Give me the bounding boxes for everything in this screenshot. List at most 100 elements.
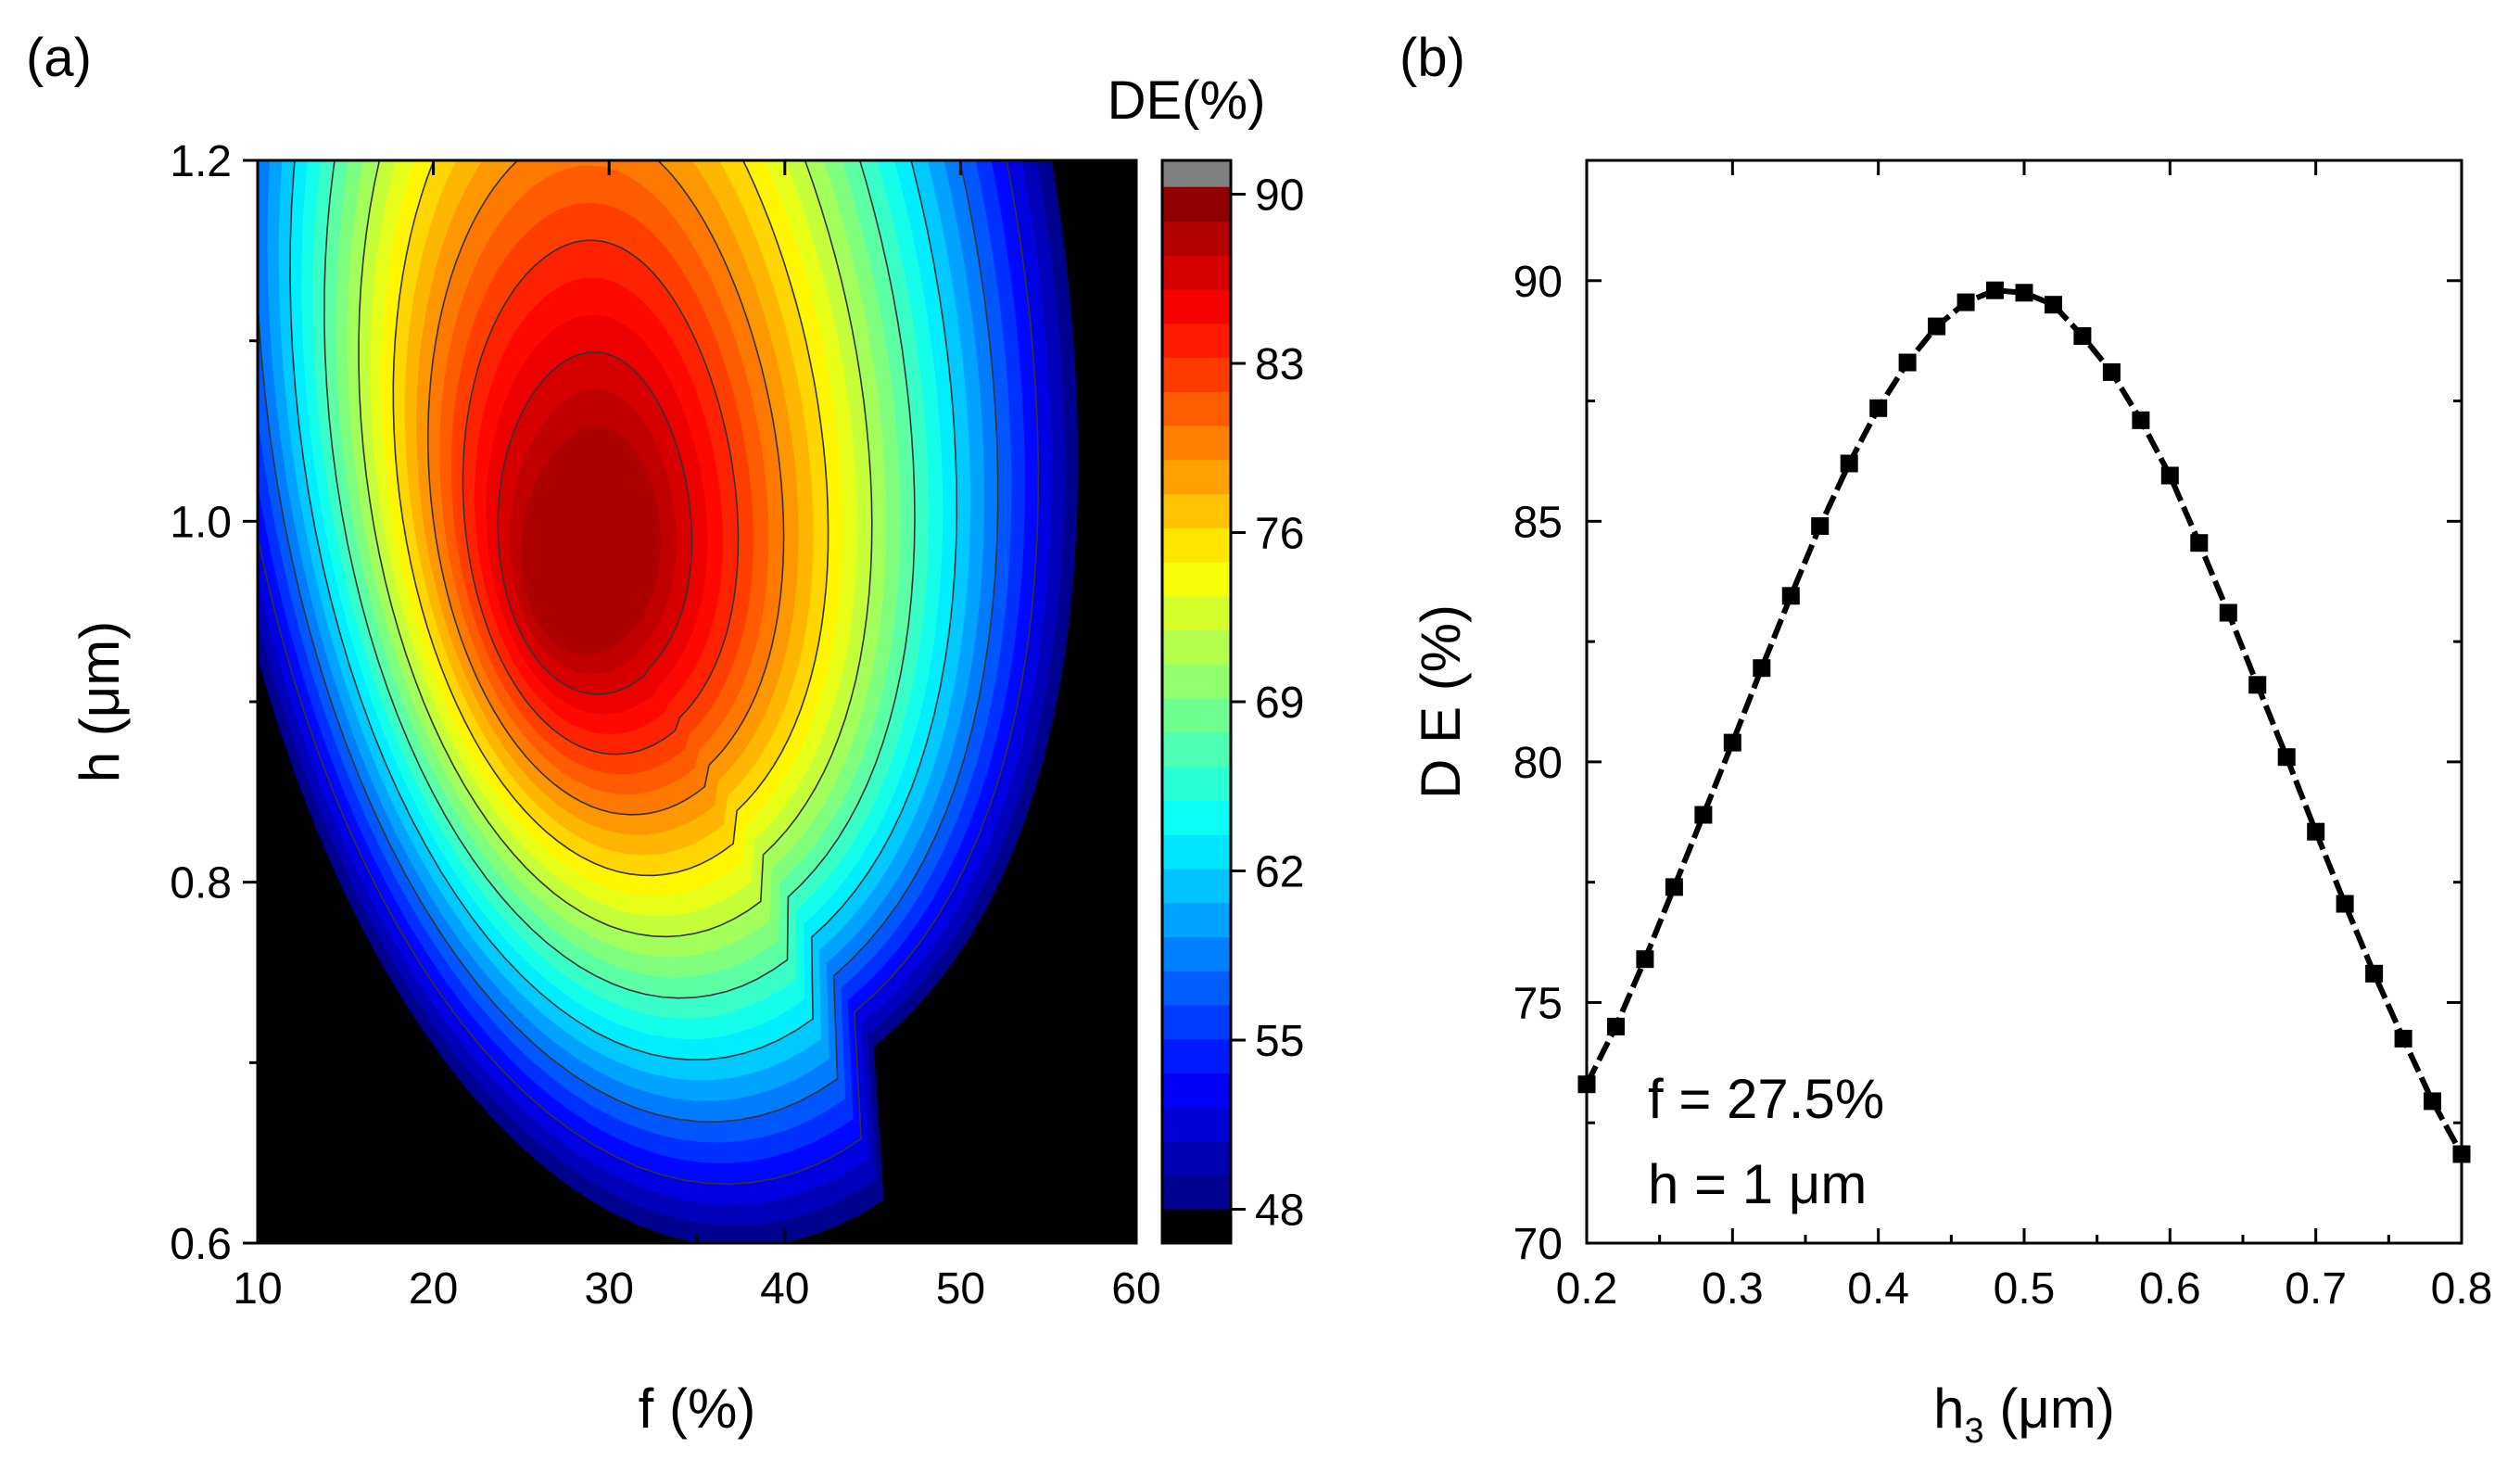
panel-a-label: (a) [26, 28, 92, 88]
colorbar-tick-label: 48 [1255, 1187, 1304, 1236]
data-point-marker [2045, 296, 2062, 314]
data-point-marker [2307, 822, 2325, 841]
a-x-tick-label: 40 [760, 1264, 809, 1314]
a-x-tick-label: 10 [233, 1264, 282, 1314]
colorbar-tick-label: 83 [1255, 340, 1304, 389]
colorbar-band [1162, 255, 1231, 290]
colorbar-band [1162, 766, 1231, 801]
colorbar-band [1162, 357, 1231, 392]
heatmap-level-30 [521, 425, 661, 655]
colorbar-band [1162, 1107, 1231, 1142]
colorbar-band [1162, 391, 1231, 426]
a-x-tick-label: 20 [409, 1264, 458, 1314]
colorbar-above-band [1162, 160, 1231, 188]
data-point-marker [2277, 748, 2296, 767]
data-point-marker [1607, 1017, 1625, 1035]
a-y-tick-label: 1.2 [170, 137, 232, 186]
data-point-marker [2190, 534, 2209, 552]
colorbar: DE(%) 48 55 62 69 76 83 90 [1108, 70, 1304, 1245]
data-point-marker [2248, 676, 2267, 694]
line-y-axis-label: D E (%) [1410, 604, 1472, 799]
data-point-marker [2452, 1145, 2471, 1163]
b-y-tick-label: 70 [1513, 1220, 1563, 1269]
b-x-tick-label: 0.2 [1556, 1264, 1618, 1314]
data-point-marker [2219, 603, 2237, 622]
line-plot-axes: 0.2 0.3 0.4 0.5 0.6 0.7 0.8 70 75 80 85 90 [1513, 160, 2493, 1314]
colorbar-tick-label: 62 [1255, 848, 1304, 897]
b-x-tick-label: 0.6 [2139, 1264, 2201, 1314]
b-y-tick-label: 75 [1513, 979, 1563, 1028]
heatmap-y-axis-label: h (μm) [69, 621, 131, 783]
colorbar-band [1162, 834, 1231, 870]
x-axis-label-unit: (μm) [1984, 1378, 2115, 1440]
a-y-tick-label: 1.0 [170, 498, 232, 547]
data-point-marker [2336, 895, 2354, 913]
b-x-tick-label: 0.3 [1702, 1264, 1764, 1314]
colorbar-tick-label: 69 [1255, 679, 1304, 728]
data-point-marker [1723, 733, 1741, 752]
colorbar-tick-label: 90 [1255, 171, 1304, 221]
data-point-marker [1577, 1075, 1596, 1094]
data-point-marker [2424, 1092, 2441, 1111]
data-point-marker [2132, 411, 2150, 429]
a-y-tick-label: 0.6 [170, 1220, 232, 1269]
x-axis-label-subscript: 3 [1965, 1412, 1984, 1451]
colorbar-band [1162, 698, 1231, 733]
series-line-de [1587, 287, 2462, 1156]
data-point-marker [1636, 950, 1654, 969]
data-point-marker [1928, 317, 1946, 336]
b-y-tick-label: 90 [1513, 258, 1563, 307]
colorbar-band [1162, 1073, 1231, 1108]
colorbar-band [1162, 902, 1231, 938]
colorbar-band [1162, 288, 1231, 324]
data-point-marker [1665, 878, 1683, 896]
b-y-tick-label: 80 [1513, 739, 1563, 788]
x-axis-label-main: h [1933, 1378, 1964, 1440]
colorbar-band [1162, 323, 1231, 359]
data-point-marker [1781, 587, 1800, 605]
colorbar-band [1162, 629, 1231, 665]
contour-line-1 [497, 351, 693, 695]
heatmap-plot-area [258, 160, 1136, 1243]
data-point-marker [1753, 659, 1771, 678]
colorbar-band [1162, 936, 1231, 971]
b-x-tick-label: 0.4 [1847, 1264, 1909, 1314]
colorbar-tick-label: 76 [1255, 510, 1304, 559]
colorbar-band [1162, 493, 1231, 528]
line-x-axis-label: h3 (μm) [1933, 1378, 2115, 1451]
colorbar-band [1162, 1038, 1231, 1074]
heatmap-x-axis-label: f (%) [639, 1378, 756, 1440]
colorbar-band [1162, 425, 1231, 461]
b-x-tick-label: 0.8 [2431, 1264, 2493, 1314]
colorbar-band [1162, 800, 1231, 835]
data-point-marker [1869, 399, 1888, 417]
colorbar-below-band [1162, 1209, 1231, 1243]
annotation-f: f = 27.5% [1648, 1068, 1884, 1130]
data-point-marker [1898, 353, 1917, 372]
data-point-marker [1694, 806, 1713, 824]
data-point-marker [2015, 284, 2033, 302]
data-point-marker [2394, 1029, 2412, 1048]
b-y-tick-label: 85 [1513, 498, 1563, 547]
a-x-tick-label: 60 [1111, 1264, 1160, 1314]
data-point-marker [2102, 362, 2121, 381]
colorbar-band [1162, 562, 1231, 597]
data-point-marker [1811, 517, 1830, 535]
a-x-tick-label: 30 [585, 1264, 634, 1314]
colorbar-band [1162, 1140, 1231, 1176]
colorbar-band [1162, 527, 1231, 563]
colorbar-band [1162, 664, 1231, 699]
colorbar-bands [1162, 160, 1231, 1243]
colorbar-tick-label: 55 [1255, 1017, 1304, 1066]
colorbar-band [1162, 459, 1231, 495]
heatmap-axes: 10 20 30 40 50 60 0.6 0.8 1.0 1.2 [170, 137, 1160, 1314]
b-x-tick-label: 0.5 [1994, 1264, 2056, 1314]
contour-line-7 [289, 160, 958, 1061]
colorbar-band [1162, 186, 1231, 222]
colorbar-band [1162, 1004, 1231, 1040]
colorbar-band [1162, 868, 1231, 904]
colorbar-title: DE(%) [1108, 70, 1266, 131]
series-markers-de [1577, 281, 2471, 1163]
contour-line-2 [462, 239, 740, 756]
